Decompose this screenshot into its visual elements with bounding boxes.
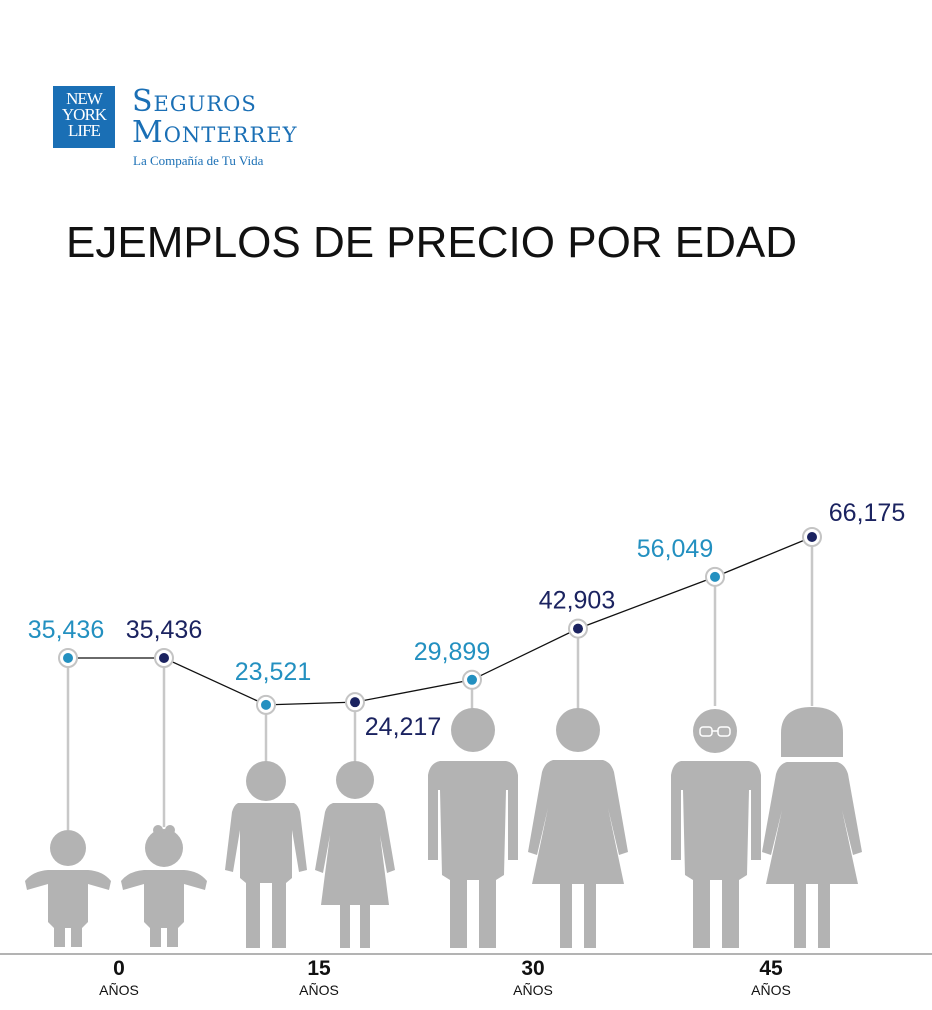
value-label: 42,903	[539, 587, 615, 615]
age-unit: AÑOS	[751, 982, 791, 998]
value-label: 23,521	[235, 658, 311, 686]
value-label: 24,217	[365, 713, 441, 741]
value-label: 35,436	[126, 616, 202, 644]
age-unit: AÑOS	[299, 982, 339, 998]
baby-boy-figure	[25, 830, 111, 947]
value-label: 35,436	[28, 616, 104, 644]
stems	[66, 546, 814, 830]
brand-name: Seguros Monterrey	[132, 86, 297, 148]
logo-text-new: NEW	[66, 89, 103, 108]
data-point	[462, 669, 482, 690]
value-label: 29,899	[414, 638, 490, 666]
older-man-figure	[671, 709, 761, 948]
point-markers	[58, 527, 822, 715]
age-unit: AÑOS	[99, 982, 139, 998]
age-value: 0	[113, 957, 125, 980]
brand-name-line2: Monterrey	[132, 115, 298, 150]
age-value: 15	[307, 957, 331, 980]
data-point	[154, 648, 174, 668]
man-figure	[428, 708, 518, 948]
page-title: EJEMPLOS DE PRECIO POR EDAD	[66, 218, 798, 267]
data-point	[802, 527, 822, 547]
value-labels: 35,436 35,436 23,521 24,217 29,899 42,903 56,0…	[28, 499, 905, 741]
data-point	[58, 648, 78, 668]
logo-text-life: LIFE	[68, 121, 101, 140]
age-value: 30	[521, 957, 545, 980]
age-label: 15 AÑOS	[279, 957, 359, 999]
teen-boy-figure	[225, 761, 307, 948]
age-label: 0 AÑOS	[79, 957, 159, 999]
older-woman-figure	[762, 707, 862, 948]
data-point	[568, 618, 588, 639]
age-unit: AÑOS	[513, 982, 553, 998]
brand-tagline: La Compañía de Tu Vida	[133, 153, 264, 168]
logo-text-york: YORK	[61, 105, 107, 124]
value-label: 66,175	[829, 499, 905, 527]
people-figures	[25, 707, 862, 948]
new-york-life-logo: NEW YORK LIFE	[53, 86, 115, 148]
age-label: 45 AÑOS	[731, 957, 811, 999]
data-point	[705, 566, 725, 587]
value-label: 56,049	[637, 535, 713, 563]
data-point	[345, 692, 365, 713]
teen-girl-figure	[315, 761, 395, 948]
brand-name-line1: Seguros	[132, 84, 257, 119]
baby-girl-figure	[121, 825, 207, 947]
age-label: 30 AÑOS	[493, 957, 573, 999]
logo-box-text: NEW YORK LIFE	[53, 89, 115, 140]
woman-figure	[528, 708, 628, 948]
price-trend-line	[68, 536, 813, 706]
data-point	[256, 694, 276, 715]
age-value: 45	[759, 957, 783, 980]
